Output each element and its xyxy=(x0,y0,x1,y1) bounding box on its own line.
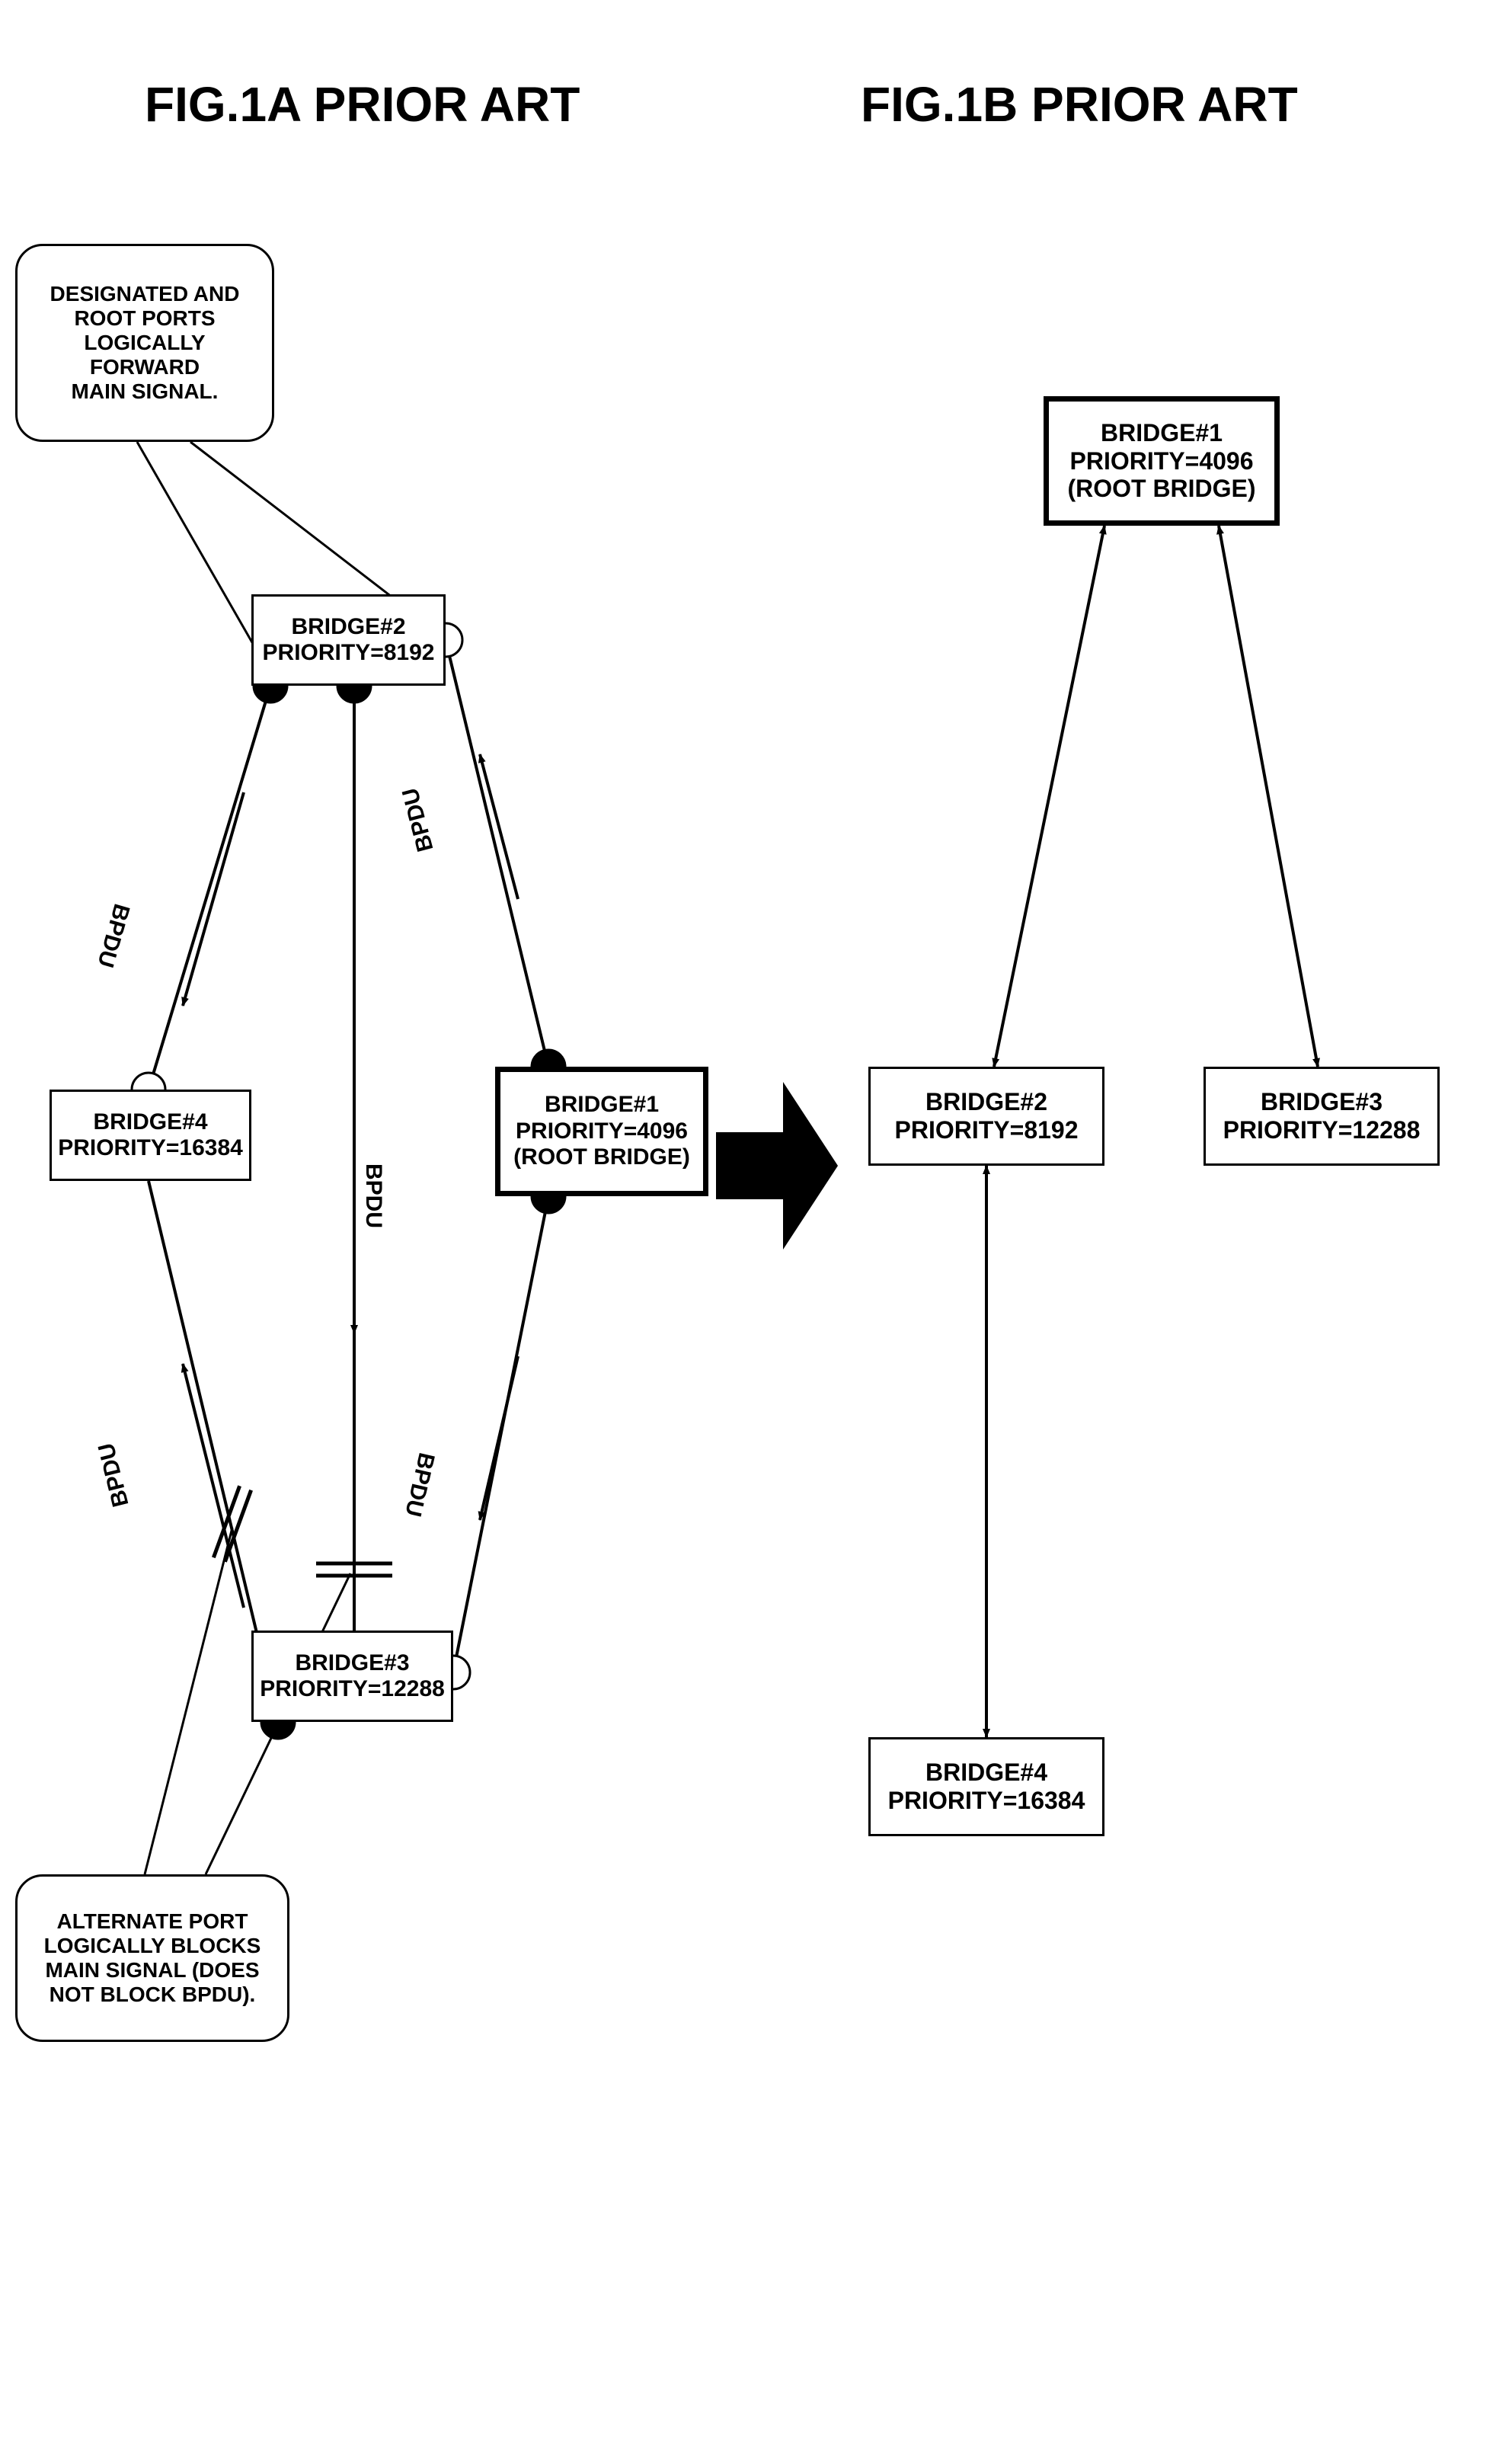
bridge-title: BRIDGE#3 xyxy=(295,1650,409,1677)
bpdu-label: BPDU xyxy=(94,1440,135,1509)
bridge-title: BRIDGE#2 xyxy=(925,1088,1047,1116)
bridge-note: (ROOT BRIDGE) xyxy=(1067,475,1255,503)
bridge-title: BRIDGE#1 xyxy=(545,1092,659,1118)
callout-line: LOGICALLY xyxy=(84,331,205,355)
bridge-title: BRIDGE#4 xyxy=(925,1759,1047,1787)
figA-bridge3: BRIDGE#3 PRIORITY=12288 xyxy=(251,1631,453,1722)
bridge-title: BRIDGE#4 xyxy=(93,1109,207,1136)
figB-bridge2: BRIDGE#2 PRIORITY=8192 xyxy=(868,1067,1104,1166)
bridge-priority: PRIORITY=4096 xyxy=(1070,447,1254,475)
callout-line: DESIGNATED AND xyxy=(50,282,240,306)
bpdu-label: BPDU xyxy=(399,1450,439,1519)
bpdu-label: BPDU xyxy=(398,785,440,854)
page-root: FIG.1A PRIOR ART FIG.1B PRIOR ART BRIDGE… xyxy=(15,15,1497,2446)
callout-line: LOGICALLY BLOCKS xyxy=(44,1934,261,1958)
callout-line: MAIN SIGNAL (DOES xyxy=(45,1958,259,1983)
figB-bridge1: BRIDGE#1 PRIORITY=4096 (ROOT BRIDGE) xyxy=(1044,396,1280,526)
title-fig-a: FIG.1A PRIOR ART xyxy=(145,76,580,133)
bridge-title: BRIDGE#2 xyxy=(291,614,405,641)
figA-bridge4: BRIDGE#4 PRIORITY=16384 xyxy=(50,1090,251,1181)
callout-line: MAIN SIGNAL. xyxy=(72,379,219,404)
bpdu-label: BPDU xyxy=(360,1163,386,1228)
callout-line: ALTERNATE PORT xyxy=(57,1909,248,1934)
bridge-priority: PRIORITY=16384 xyxy=(888,1787,1085,1815)
figA-bridge1: BRIDGE#1 PRIORITY=4096 (ROOT BRIDGE) xyxy=(495,1067,708,1196)
bridge-priority: PRIORITY=4096 xyxy=(516,1118,688,1145)
figB-bridge3: BRIDGE#3 PRIORITY=12288 xyxy=(1204,1067,1440,1166)
bridge-priority: PRIORITY=8192 xyxy=(895,1116,1079,1144)
title-fig-b: FIG.1B PRIOR ART xyxy=(861,76,1298,133)
bridge-priority: PRIORITY=12288 xyxy=(1223,1116,1421,1144)
bridge-priority: PRIORITY=8192 xyxy=(263,640,435,667)
bpdu-label: BPDU xyxy=(91,901,134,970)
bridge-title: BRIDGE#3 xyxy=(1261,1088,1383,1116)
figB-bridge4: BRIDGE#4 PRIORITY=16384 xyxy=(868,1737,1104,1836)
callout-line: NOT BLOCK BPDU). xyxy=(50,1983,256,2007)
figA-bridge2: BRIDGE#2 PRIORITY=8192 xyxy=(251,594,446,686)
bridge-priority: PRIORITY=16384 xyxy=(58,1135,243,1162)
figA-callout-designated: DESIGNATED ANDROOT PORTSLOGICALLYFORWARD… xyxy=(15,244,274,442)
bridge-note: (ROOT BRIDGE) xyxy=(513,1144,690,1171)
callout-line: FORWARD xyxy=(90,355,200,379)
bridge-priority: PRIORITY=12288 xyxy=(260,1676,445,1703)
callout-line: ROOT PORTS xyxy=(74,306,215,331)
figA-callout-alternate: ALTERNATE PORTLOGICALLY BLOCKSMAIN SIGNA… xyxy=(15,1874,289,2042)
bridge-title: BRIDGE#1 xyxy=(1101,419,1223,447)
